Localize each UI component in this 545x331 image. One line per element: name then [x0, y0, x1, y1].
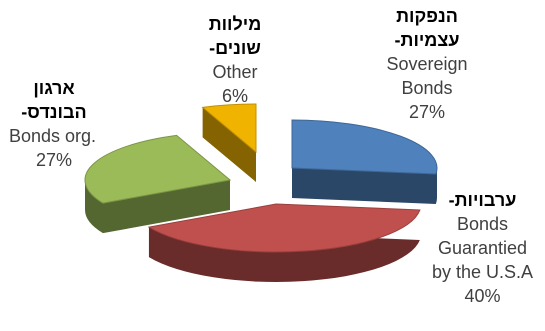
label-he-line1: ערבויות- — [448, 190, 517, 210]
label-he-line1: הנפקות — [396, 6, 458, 26]
slice-sovereign-top — [291, 119, 438, 175]
label-en-line1: Bonds — [456, 214, 509, 234]
label-he-line1: מילוות — [208, 14, 262, 34]
label-he-line2: שונים- — [209, 38, 261, 58]
label-en-line3: by the U.S.A — [431, 262, 534, 282]
label-en-line1: Other — [212, 62, 258, 82]
label-percent: 27% — [408, 102, 446, 122]
label-en-line1: Sovereign — [386, 54, 468, 74]
slice-bondsorg-top — [84, 134, 232, 204]
label-percent: 6% — [221, 86, 248, 106]
label-he-line2: עצמיות- — [394, 30, 460, 50]
slice-sovereign-side — [292, 120, 437, 205]
label-percent: 27% — [35, 150, 73, 170]
slice-other-top — [201, 103, 257, 154]
slice-guaranteed-top — [147, 203, 421, 253]
label-en-line2: Bonds — [401, 78, 453, 98]
label-en-line1: Bonds org. — [8, 126, 96, 146]
label-percent: 40% — [464, 286, 501, 306]
label-he-line1: ארגון — [33, 78, 75, 98]
slice-other-side — [202, 104, 256, 182]
label-en-line2: Guarantied — [437, 238, 528, 258]
slice-label-other: מילוות שונים- Other 6% — [180, 12, 290, 108]
slice-label-sovereign: הנפקות עצמיות- Sovereign Bonds 27% — [372, 4, 482, 124]
label-he-line2: הבונדס- — [21, 102, 87, 122]
slice-label-guaranteed: ערבויות- Bonds Guarantied by the U.S.A 4… — [420, 188, 545, 308]
slice-label-bondsorg: ארגון הבונדס- Bonds org. 27% — [0, 76, 108, 172]
